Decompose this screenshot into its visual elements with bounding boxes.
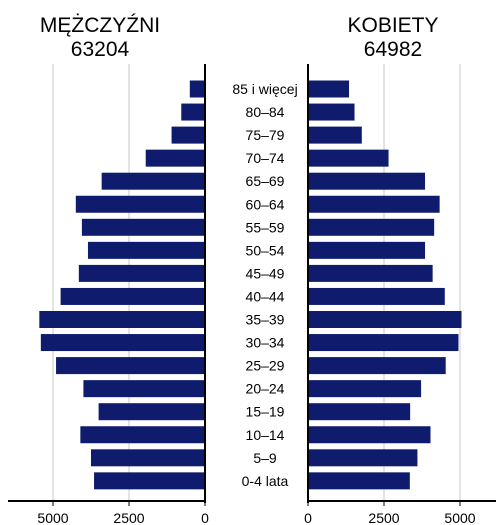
age-label-4: 65–69 [246,173,285,189]
women-bar-11 [308,334,459,352]
women-bar-3 [308,149,389,167]
women-bar-15 [308,426,431,444]
women-bar-0 [308,80,350,98]
axes [8,64,496,503]
men-header: MĘŻCZYŹNI [40,14,160,37]
men-tick-label-2: 5000 [37,510,68,525]
age-label-0: 85 i więcej [232,81,297,97]
men-bar-1 [181,103,205,121]
age-label-11: 30–34 [246,335,285,351]
women-bars [308,80,462,490]
women-bar-9 [308,287,445,305]
women-tick-label-1: 2500 [368,510,399,525]
age-label-12: 25–29 [246,358,285,374]
women-bar-1 [308,103,355,121]
men-tick-label-1: 2500 [113,510,144,525]
age-label-10: 35–39 [246,312,285,328]
women-bar-17 [308,472,410,490]
men-bar-17 [94,472,205,490]
women-total: 64982 [364,38,422,61]
men-bar-15 [80,426,205,444]
women-tick-label-0: 0 [304,510,312,525]
men-bar-16 [91,449,205,467]
women-axis-ticks: 0 2500 5000 [304,501,476,525]
women-bar-7 [308,241,426,259]
women-bar-16 [308,449,418,467]
women-bar-10 [308,311,462,328]
women-tick-label-2: 5000 [444,510,475,525]
men-bar-2 [171,126,205,144]
women-bar-5 [308,195,440,213]
men-bar-3 [145,149,205,167]
women-bar-2 [308,126,362,144]
men-bar-12 [56,357,205,375]
men-bar-9 [60,287,205,305]
men-bar-7 [87,241,205,259]
age-label-2: 75–79 [246,127,285,143]
age-label-1: 80–84 [246,104,285,120]
men-bar-4 [101,172,205,190]
men-axis-ticks: 0 2500 5000 [37,501,209,525]
age-label-3: 70–74 [246,150,285,166]
women-bar-4 [308,172,426,190]
men-tick-label-0: 0 [201,510,209,525]
age-label-15: 10–14 [246,427,285,443]
age-label-14: 15–19 [246,404,285,420]
women-bar-6 [308,218,435,236]
men-bar-8 [78,264,205,282]
age-label-16: 5–9 [253,450,277,466]
women-bar-14 [308,403,411,421]
age-label-13: 20–24 [246,381,285,397]
age-label-5: 60–64 [246,196,285,212]
age-label-9: 40–44 [246,288,285,304]
men-bar-14 [98,403,205,421]
men-bar-13 [83,380,205,398]
women-header: KOBIETY [347,14,438,37]
men-bars [39,80,206,490]
men-bar-11 [40,334,206,352]
women-bar-8 [308,264,433,282]
age-label-6: 55–59 [246,219,285,235]
men-bar-6 [81,218,205,236]
men-bar-10 [39,311,205,328]
men-bar-0 [189,80,205,98]
men-bar-5 [75,195,205,213]
age-label-17: 0-4 lata [242,473,289,489]
men-total: 63204 [71,38,130,61]
age-labels: 85 i więcej 80–84 75–79 70–74 65–69 60–64 55–5… [232,81,297,489]
age-label-8: 45–49 [246,265,285,281]
women-bar-13 [308,380,422,398]
women-bar-12 [308,357,446,375]
age-label-7: 50–54 [246,242,285,258]
